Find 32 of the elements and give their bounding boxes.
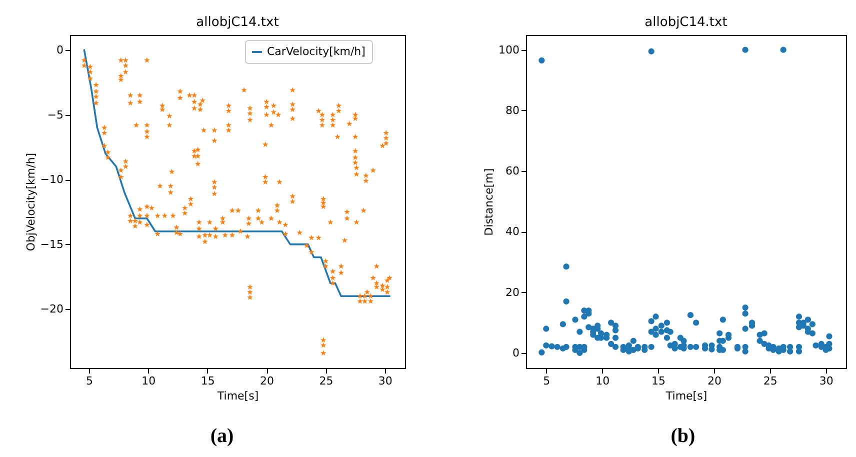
x-tick-label: 25 [319, 374, 334, 388]
x-tick-label: 15 [652, 374, 666, 388]
y-tick-label: −20 [40, 302, 64, 316]
x-tick-label: 10 [596, 374, 610, 388]
legend-label: CarVelocity[km/h] [267, 45, 366, 58]
x-axis-title: Time[s] [216, 390, 259, 402]
chart-title: allobjC14.txt [196, 15, 279, 30]
text: (b) [670, 425, 696, 448]
y-tick-label: −15 [40, 238, 64, 251]
y-tick-label: 0 [56, 44, 64, 57]
y-tick-label: 100 [498, 43, 520, 56]
x-tick-label: 20 [260, 374, 274, 388]
x-tick-label: 5 [543, 374, 550, 388]
x-tick-label: 20 [707, 374, 722, 388]
y-axis-title: ObjVelocity[km/h] [24, 152, 38, 252]
y-tick-label: 0 [512, 346, 520, 360]
chart-title: allobjC14.txt [644, 15, 728, 30]
y-tick-label: 40 [506, 225, 520, 238]
y-tick-label: 20 [506, 286, 520, 299]
x-tick-label: 30 [378, 374, 392, 388]
x-tick-label: 30 [819, 374, 834, 388]
y-tick-label: −5 [47, 108, 64, 122]
x-tick-label: 15 [200, 374, 215, 388]
y-tick-label: 80 [506, 104, 520, 117]
x-axis-title: Time[s] [664, 390, 708, 402]
y-axis-title: Distance[m] [482, 168, 496, 236]
x-tick-label: 5 [86, 374, 93, 388]
y-tick-label: 60 [506, 164, 520, 178]
text: (a) [209, 425, 235, 448]
x-tick-label: 25 [763, 374, 778, 388]
x-tick-label: 10 [142, 374, 156, 388]
y-tick-label: −10 [40, 173, 64, 186]
